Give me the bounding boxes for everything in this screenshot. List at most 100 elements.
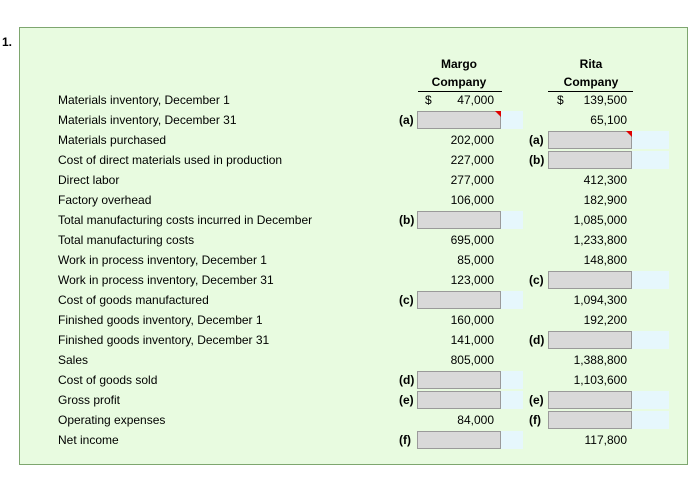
rita-feedback-cell <box>632 411 669 429</box>
margo-value: 805,000 <box>450 353 494 367</box>
row-label: Operating expenses <box>58 413 166 427</box>
margo-answer-input[interactable] <box>417 111 501 129</box>
rita-feedback-cell <box>632 131 669 149</box>
row-label: Finished goods inventory, December 31 <box>58 333 270 347</box>
rita-feedback-cell <box>632 271 669 289</box>
row-label: Gross profit <box>58 393 121 407</box>
table-row: Finished goods inventory, December 31 141… <box>20 330 689 350</box>
row-label: Total manufacturing costs <box>58 233 195 247</box>
row-label: Work in process inventory, December 1 <box>58 253 267 267</box>
margo-value: 202,000 <box>450 133 494 147</box>
rita-header-underline <box>548 91 633 92</box>
table-row: Operating expenses 84,000 (f) <box>20 410 689 430</box>
comment-flag-icon <box>626 131 632 137</box>
table-row: Total manufacturing costs 695,000 1,233,80… <box>20 230 689 250</box>
margo-feedback-cell <box>501 111 523 129</box>
margo-value: 160,000 <box>450 313 494 327</box>
margo-currency-symbol: $ <box>425 93 432 107</box>
margo-feedback-cell <box>501 291 523 309</box>
margo-answer-input[interactable] <box>417 431 501 449</box>
rita-value: 1,094,300 <box>573 293 627 307</box>
table-row: Cost of goods manufactured (c) 1,094,300 <box>20 290 689 310</box>
rita-answer-input[interactable] <box>548 331 632 349</box>
rita-value: 65,100 <box>590 113 627 127</box>
rita-answer-input[interactable] <box>548 391 632 409</box>
row-label: Total manufacturing costs incurred in De… <box>58 213 313 227</box>
rita-value: 1,388,800 <box>573 353 627 367</box>
rita-value: 192,200 <box>583 313 627 327</box>
margo-value: 47,000 <box>457 93 494 107</box>
margo-answer-input[interactable] <box>417 211 501 229</box>
rita-value: 1,085,000 <box>573 213 627 227</box>
table-row: Work in process inventory, December 31 12… <box>20 270 689 290</box>
row-label: Finished goods inventory, December 1 <box>58 313 263 327</box>
margo-feedback-cell <box>501 391 523 409</box>
rita-header-line1: Rita <box>579 57 603 71</box>
table-row: Cost of direct materials used in product… <box>20 150 689 170</box>
rita-item-letter: (c) <box>529 273 544 287</box>
rita-item-letter: (e) <box>529 393 544 407</box>
margo-value: 85,000 <box>457 253 494 267</box>
margo-value: 84,000 <box>457 413 494 427</box>
row-label: Materials purchased <box>58 133 167 147</box>
table-row: Sales 805,000 1,388,800 <box>20 350 689 370</box>
table-row: Direct labor 277,000 412,300 <box>20 170 689 190</box>
rita-value: 139,500 <box>583 93 627 107</box>
margo-value: 123,000 <box>450 273 494 287</box>
margo-item-letter: (c) <box>399 293 414 307</box>
rita-answer-input[interactable] <box>548 151 632 169</box>
rita-feedback-cell <box>632 331 669 349</box>
table-row: Materials inventory, December 31 (a) 65,10… <box>20 110 689 130</box>
margo-answer-input[interactable] <box>417 391 501 409</box>
table-row: Gross profit (e) (e) <box>20 390 689 410</box>
table-row: Materials purchased 202,000 (a) <box>20 130 689 150</box>
margo-item-letter: (a) <box>399 113 414 127</box>
rita-value: 148,800 <box>583 253 627 267</box>
row-label: Factory overhead <box>58 193 152 207</box>
rita-header-line2: Company <box>563 75 619 89</box>
rita-value: 412,300 <box>583 173 627 187</box>
table-row: Work in process inventory, December 1 85,… <box>20 250 689 270</box>
row-label: Cost of direct materials used in product… <box>58 153 283 167</box>
rita-value: 1,103,600 <box>573 373 627 387</box>
comment-flag-icon <box>495 111 501 117</box>
row-label: Cost of goods manufactured <box>58 293 209 307</box>
margo-answer-input[interactable] <box>417 291 501 309</box>
row-label: Materials inventory, December 31 <box>58 113 237 127</box>
margo-answer-input[interactable] <box>417 371 501 389</box>
rita-answer-input[interactable] <box>548 271 632 289</box>
row-label: Sales <box>58 353 89 367</box>
rita-item-letter: (d) <box>529 333 545 347</box>
rita-item-letter: (f) <box>529 413 541 427</box>
row-label: Cost of goods sold <box>58 373 158 387</box>
margo-header-underline <box>418 91 502 92</box>
table-row: Factory overhead 106,000 182,900 <box>20 190 689 210</box>
margo-feedback-cell <box>501 371 523 389</box>
rita-answer-input[interactable] <box>548 411 632 429</box>
rita-value: 1,233,800 <box>573 233 627 247</box>
rita-answer-input[interactable] <box>548 131 632 149</box>
margo-header-line2: Company <box>431 75 487 89</box>
table-row: Finished goods inventory, December 1 160,… <box>20 310 689 330</box>
question-number: 1. <box>2 35 13 49</box>
margo-value: 695,000 <box>450 233 494 247</box>
margo-item-letter: (e) <box>399 393 414 407</box>
rita-item-letter: (a) <box>529 133 544 147</box>
row-label: Materials inventory, December 1 <box>58 93 230 107</box>
rita-currency-symbol: $ <box>557 93 564 107</box>
margo-value: 277,000 <box>450 173 494 187</box>
rita-value: 182,900 <box>583 193 627 207</box>
table-row: Cost of goods sold (d) 1,103,600 <box>20 370 689 390</box>
margo-feedback-cell <box>501 431 523 449</box>
margo-value: 227,000 <box>450 153 494 167</box>
row-label: Net income <box>58 433 119 447</box>
margo-item-letter: (b) <box>399 213 415 227</box>
margo-item-letter: (d) <box>399 373 415 387</box>
margo-feedback-cell <box>501 211 523 229</box>
row-label: Direct labor <box>58 173 120 187</box>
margo-item-letter: (f) <box>399 433 411 447</box>
rita-feedback-cell <box>632 151 669 169</box>
problem-panel: Margo Company Rita Company Materials inv… <box>19 27 688 465</box>
rita-item-letter: (b) <box>529 153 545 167</box>
table-row: Materials inventory, December 1 $47,000 $1… <box>20 90 689 110</box>
